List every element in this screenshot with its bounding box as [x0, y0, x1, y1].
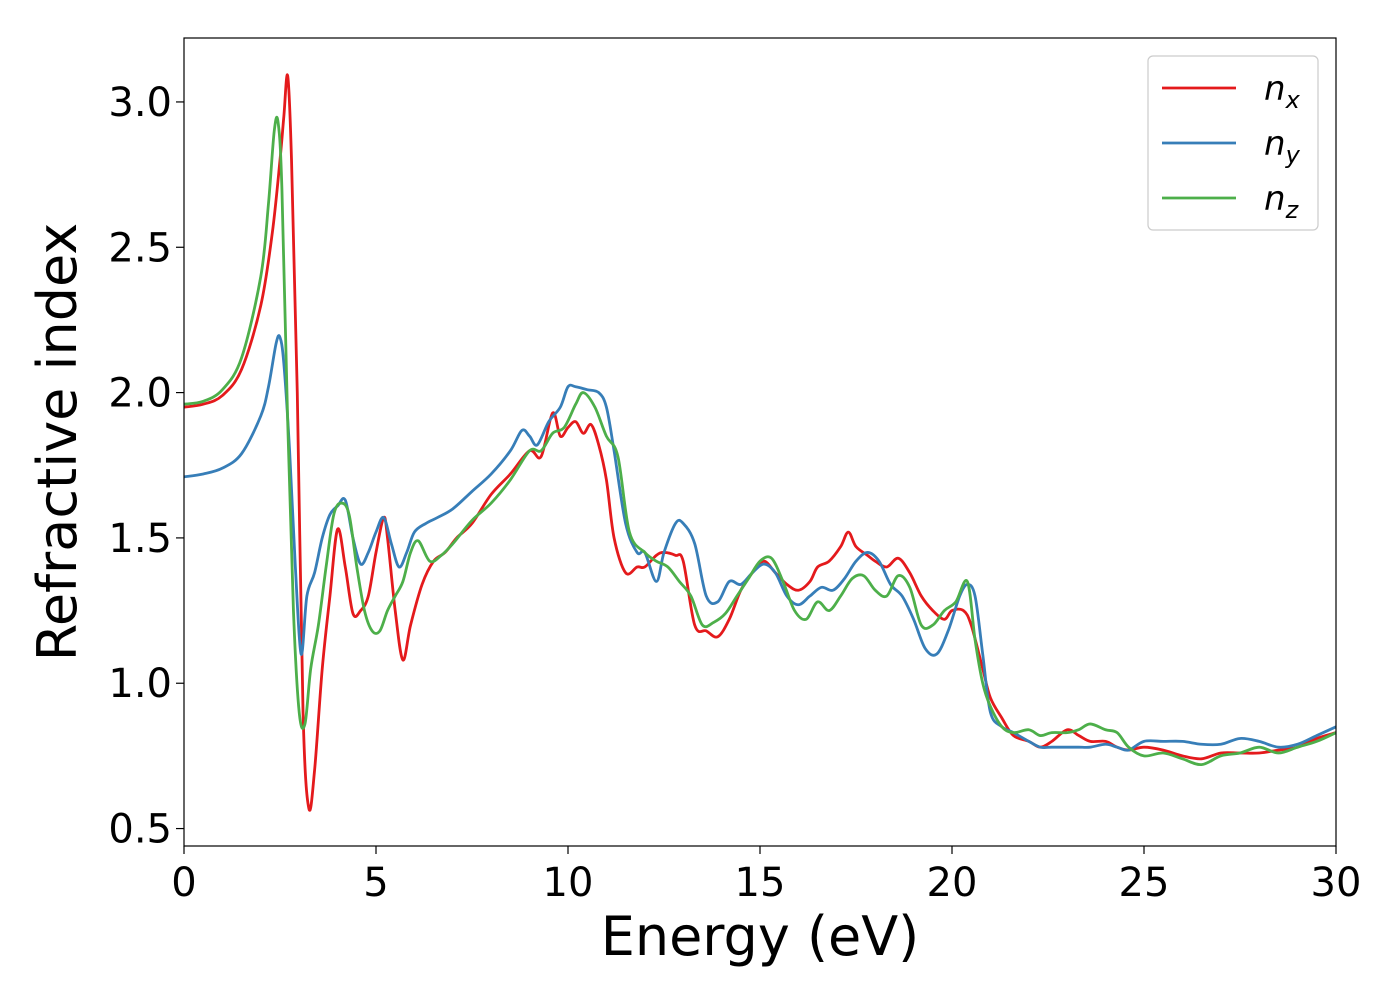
legend-label-nz: nz: [1264, 179, 1300, 224]
legend-label-base: n: [1264, 124, 1286, 164]
series-layer: [184, 73, 1336, 812]
legend-label-subscript: x: [1285, 86, 1301, 114]
y-axis-label: Refractive index: [26, 223, 89, 662]
y-tick-label: 1.5: [108, 516, 172, 562]
x-tick-label: 20: [927, 860, 978, 906]
y-tick-label: 0.5: [108, 807, 172, 853]
x-tick-label: 15: [735, 860, 786, 906]
y-tick-label: 2.5: [108, 225, 172, 271]
legend-label-base: n: [1264, 69, 1286, 109]
legend-label-subscript: z: [1285, 196, 1300, 224]
legend-label-ny: ny: [1264, 124, 1301, 169]
x-tick-label: 30: [1311, 860, 1362, 906]
x-tick-label: 0: [171, 860, 196, 906]
x-axis-label: Energy (eV): [601, 905, 920, 968]
x-tick-label: 10: [543, 860, 594, 906]
y-tick-label: 1.0: [108, 661, 172, 707]
y-axis-ticks: 0.5 1.0 1.5 2.0 2.5 3.0: [108, 80, 184, 853]
series-line-nx: [184, 73, 1336, 812]
y-tick-label: 3.0: [108, 80, 172, 126]
x-tick-label: 5: [363, 860, 388, 906]
legend-label-nx: nx: [1264, 69, 1301, 114]
series-line-nz: [184, 115, 1336, 767]
y-tick-label: 2.0: [108, 371, 172, 417]
x-tick-label: 25: [1119, 860, 1170, 906]
legend-label-base: n: [1264, 179, 1286, 219]
x-axis-ticks: 0 5 10 15 20 25 30: [171, 846, 1361, 906]
legend-label-subscript: y: [1285, 141, 1301, 169]
